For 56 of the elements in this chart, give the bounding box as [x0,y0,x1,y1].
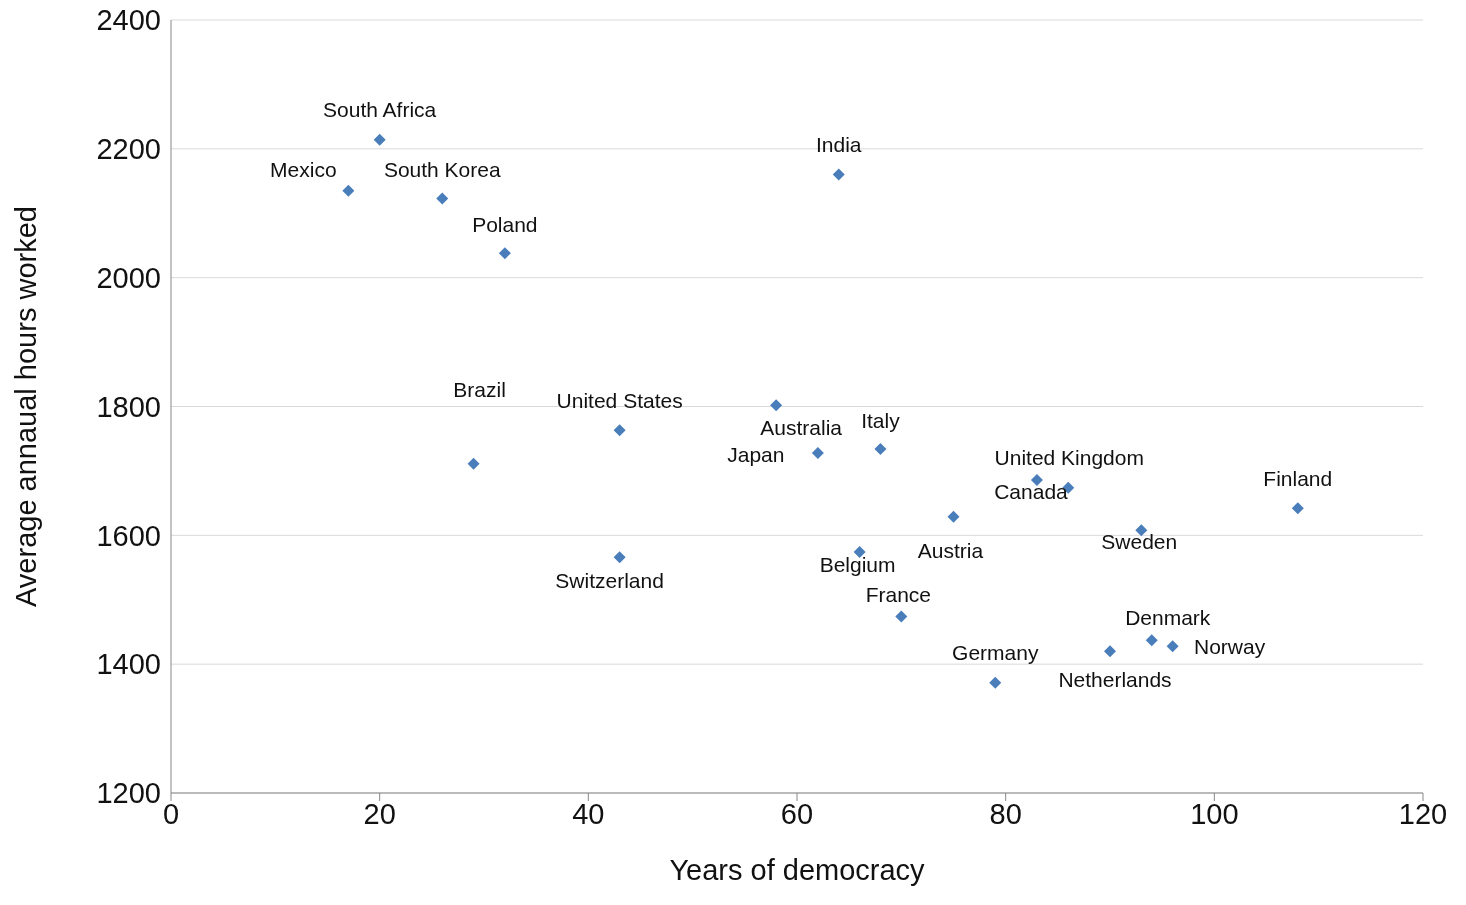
annotation: Mexico [270,158,337,182]
x-tick-label: 20 [363,797,396,830]
y-tick-label: 2400 [96,4,161,37]
x-tick-label: 120 [1398,797,1448,830]
annotation: United Kingdom [994,446,1144,470]
annotation: Canada [994,480,1069,504]
point [947,510,960,523]
point [373,133,386,146]
point [989,676,1002,689]
annotation: Switzerland [555,568,664,592]
x-tick-label: 60 [780,797,814,830]
annotation: Sweden [1101,529,1178,553]
point [613,551,626,564]
x-tick-label: 40 [572,797,605,830]
point [874,443,887,456]
point [811,446,824,459]
annotation: India [815,133,862,157]
y-tick-label: 2200 [96,133,161,166]
annotation: Brazil [453,378,506,402]
annotation: Netherlands [1058,667,1172,691]
annotation: Denmark [1125,605,1211,629]
annotation: Finland [1263,466,1333,490]
x-tick-label: 100 [1190,797,1239,830]
point [1166,640,1179,653]
annotation: Norway [1194,634,1266,658]
annotation: Italy [861,408,901,432]
point [436,192,449,205]
annotation: France [865,583,932,606]
point [1104,645,1116,658]
annotation: United States [556,388,683,412]
point [342,184,355,197]
y-tick-label: 2000 [96,261,161,294]
point [467,457,480,470]
annotation: Austria [917,539,984,563]
x-axis-title: Years of democracy [669,854,926,886]
annotation: Germany [952,641,1039,665]
annotation: South Korea [383,157,501,181]
x-tick-label: 0 [162,797,180,830]
y-tick-label: 1200 [96,777,161,810]
point [832,168,845,181]
y-axis-title: Average annaual hours worked [10,206,43,607]
y-tick-label: 1600 [96,519,161,552]
annotation: South Africa [323,98,437,122]
point [613,424,626,437]
point [1291,502,1304,515]
annotation: Belgium [819,552,896,576]
point [498,247,511,260]
y-tick-label: 1400 [96,648,161,681]
point [895,610,908,623]
x-tick-label: 80 [989,797,1022,830]
y-tick-label: 1800 [96,390,161,423]
point [770,399,783,412]
annotation: Australia [760,415,843,439]
point [1145,634,1158,647]
annotation: Poland [472,212,538,236]
annotation: Japan [727,443,785,467]
